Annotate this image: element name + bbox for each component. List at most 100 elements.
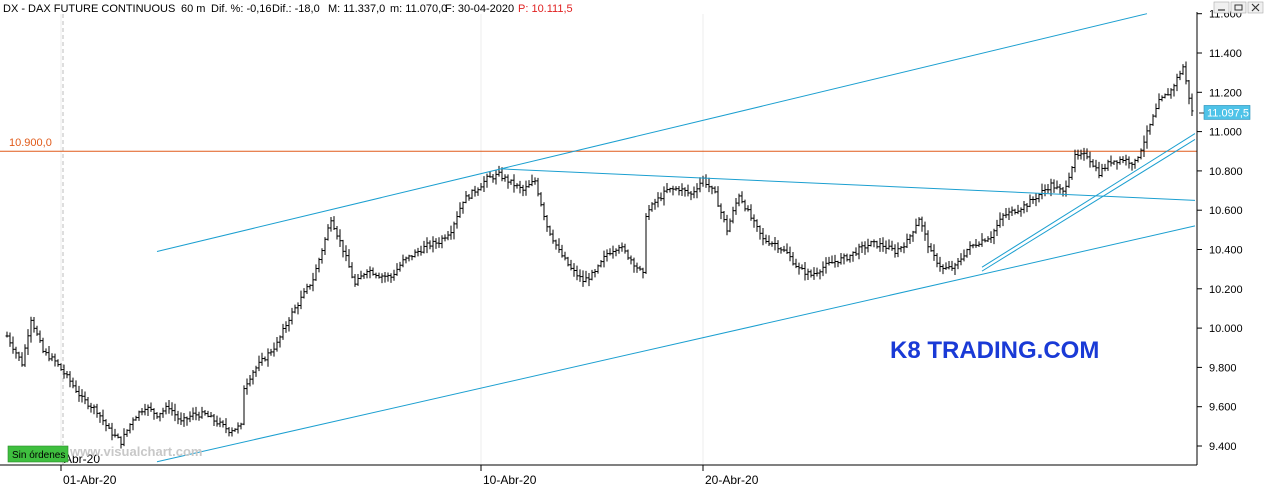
ohlc-bar bbox=[518, 180, 522, 194]
y-tick-label: 10.600 bbox=[1209, 205, 1243, 217]
ohlc-bar bbox=[302, 288, 306, 299]
ohlc-bar bbox=[428, 240, 432, 250]
ohlc-bar bbox=[653, 198, 657, 210]
window-maximize-button[interactable] bbox=[1230, 1, 1247, 14]
ohlc-bar bbox=[353, 273, 357, 287]
header-max: M: 11.337,0 bbox=[328, 3, 385, 15]
ohlc-bar bbox=[1124, 154, 1128, 166]
ohlc-bar bbox=[656, 192, 660, 208]
ohlc-bar bbox=[506, 174, 510, 189]
ohlc-bar bbox=[275, 336, 279, 352]
ohlc-bar bbox=[92, 404, 96, 415]
ohlc-bar bbox=[983, 238, 987, 243]
ohlc-bar bbox=[719, 203, 723, 220]
ohlc-bar bbox=[368, 266, 372, 279]
y-tick-label: 11.200 bbox=[1209, 87, 1242, 99]
header-symbol: DX - DAX FUTURE CONTINUOUS bbox=[3, 3, 175, 15]
ohlc-bar bbox=[224, 418, 228, 434]
ohlc-bar bbox=[677, 186, 681, 196]
ohlc-bar bbox=[149, 402, 153, 412]
ohlc-bar bbox=[1103, 163, 1107, 172]
ohlc-bar bbox=[938, 256, 942, 272]
status-badge[interactable]: Sin órdenes bbox=[7, 445, 69, 463]
ohlc-bar bbox=[233, 428, 237, 432]
ohlc-bar bbox=[1043, 184, 1047, 197]
ohlc-bar bbox=[509, 179, 513, 185]
ohlc-bar bbox=[110, 422, 114, 441]
ohlc-bar bbox=[608, 248, 612, 256]
ohlc-bar bbox=[359, 270, 363, 280]
ohlc-bar bbox=[212, 414, 216, 426]
trendline-channel-lower bbox=[156, 225, 1196, 463]
ohlc-bar bbox=[632, 257, 636, 273]
ohlc-bar bbox=[758, 225, 762, 240]
ohlc-bar bbox=[776, 240, 780, 253]
ohlc-bar bbox=[770, 241, 774, 247]
x-tick-label-partial: Abr-20 bbox=[64, 452, 100, 466]
ohlc-bar bbox=[878, 238, 882, 252]
ohlc-bar bbox=[269, 348, 273, 356]
ohlc-bar bbox=[320, 248, 324, 264]
ohlc-bar bbox=[644, 213, 648, 274]
ohlc-bar bbox=[32, 316, 36, 333]
ohlc-bar bbox=[461, 201, 465, 214]
ohlc-bar bbox=[569, 259, 573, 271]
ohlc-bars bbox=[5, 61, 1194, 449]
ohlc-bar bbox=[893, 244, 897, 258]
ohlc-bar bbox=[962, 249, 966, 262]
ohlc-bar bbox=[695, 183, 699, 199]
ohlc-bar bbox=[542, 202, 546, 221]
ohlc-bar bbox=[383, 271, 387, 283]
ohlc-bar bbox=[554, 239, 558, 250]
ohlc-bar bbox=[365, 269, 369, 279]
ohlc-bar bbox=[377, 272, 381, 279]
ohlc-bar bbox=[620, 242, 624, 252]
ohlc-bar bbox=[197, 411, 201, 421]
ohlc-bar bbox=[884, 240, 888, 254]
y-tick-label: 10.200 bbox=[1209, 284, 1243, 296]
ohlc-bar bbox=[815, 267, 819, 277]
ohlc-bar bbox=[638, 265, 642, 271]
ohlc-bar bbox=[338, 229, 342, 247]
ohlc-bar bbox=[809, 269, 813, 278]
ohlc-bar bbox=[1028, 194, 1032, 208]
ohlc-bar bbox=[458, 202, 462, 218]
ohlc-bar bbox=[1184, 61, 1188, 85]
ohlc-bar bbox=[800, 264, 804, 270]
ohlc-bar bbox=[44, 348, 48, 356]
ohlc-bar bbox=[1082, 147, 1086, 161]
ohlc-bar bbox=[53, 353, 57, 367]
ohlc-bar bbox=[485, 173, 489, 188]
ohlc-bar bbox=[467, 193, 471, 201]
ohlc-bar bbox=[860, 241, 864, 253]
ohlc-bar bbox=[1004, 208, 1008, 219]
ohlc-bar bbox=[746, 205, 750, 212]
level-label: 10.900,0 bbox=[9, 137, 52, 149]
ohlc-bar bbox=[1172, 83, 1176, 97]
y-tick-label: 10.000 bbox=[1209, 323, 1243, 335]
y-tick-label: 9.600 bbox=[1209, 402, 1237, 414]
ohlc-bar bbox=[161, 407, 165, 418]
ohlc-bar bbox=[716, 186, 720, 207]
ohlc-bar bbox=[1178, 70, 1182, 81]
ohlc-bar bbox=[350, 262, 354, 279]
ohlc-bar bbox=[512, 174, 516, 193]
ohlc-bar bbox=[479, 182, 483, 191]
ohlc-bar bbox=[560, 244, 564, 258]
ohlc-bar bbox=[443, 234, 447, 242]
ohlc-bar bbox=[668, 187, 672, 193]
ohlc-bar bbox=[80, 389, 84, 403]
ohlc-bar bbox=[83, 391, 87, 405]
ohlc-bar bbox=[965, 248, 969, 258]
ohlc-bar bbox=[311, 272, 315, 292]
ohlc-bar bbox=[266, 348, 270, 367]
ohlc-bar bbox=[833, 254, 837, 268]
ohlc-bar bbox=[728, 218, 732, 233]
window-minimize-button[interactable] bbox=[1213, 1, 1230, 14]
ohlc-bar bbox=[14, 346, 18, 359]
ohlc-bar bbox=[881, 237, 885, 252]
ohlc-bar bbox=[806, 268, 810, 281]
ohlc-bar bbox=[725, 214, 729, 236]
ohlc-bar bbox=[1100, 163, 1104, 178]
